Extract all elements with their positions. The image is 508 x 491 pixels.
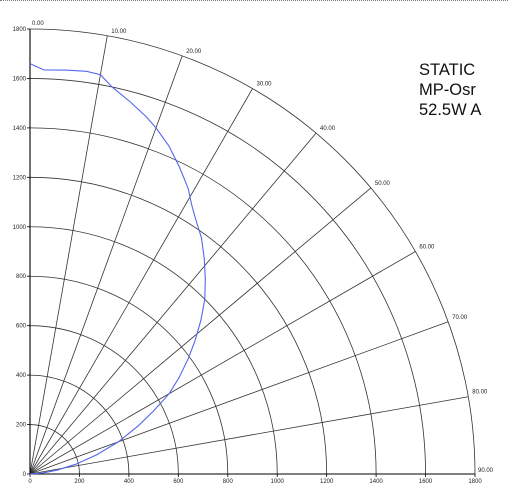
info-line-2: MP-Osr — [419, 81, 476, 99]
axis-lines — [29, 29, 475, 475]
bottom-tick-label-200: 200 — [74, 479, 85, 485]
angle-label-40: 40.00 — [320, 126, 336, 132]
angular-grid-spokes — [29, 29, 475, 475]
left-tick-label-1200: 1200 — [13, 175, 27, 181]
bottom-tick-label-600: 600 — [173, 479, 184, 485]
grid-spoke-60 — [29, 251, 416, 475]
info-text-block: STATIC MP-Osr 52.5W A — [419, 60, 508, 120]
grid-arc-1800 — [29, 28, 476, 475]
dotted-top-border — [0, 0, 508, 1]
bottom-tick-label-0: 0 — [28, 479, 32, 485]
bottom-tick-label-400: 400 — [124, 479, 135, 485]
grid-spoke-30 — [29, 88, 253, 475]
info-line-1: STATIC — [419, 61, 476, 79]
angle-label-0: 0.00 — [32, 21, 44, 27]
grid-arc-600 — [29, 325, 179, 475]
grid-spoke-70 — [29, 321, 449, 475]
left-tick-label-200: 200 — [16, 423, 27, 429]
angle-label-70: 70.00 — [452, 315, 468, 321]
left-tick-label-1400: 1400 — [13, 126, 27, 132]
grid-spoke-40 — [29, 132, 317, 475]
grid-arc-800 — [29, 275, 229, 475]
angle-label-90: 90.00 — [478, 468, 494, 474]
left-tick-label-1800: 1800 — [13, 27, 27, 33]
grid-arc-1200 — [29, 176, 328, 475]
series-layer — [29, 63, 206, 475]
angle-label-50: 50.00 — [375, 181, 391, 187]
left-radial-tick-labels: 0 200 400 600 800 1000 1200 1400 1600 1800 — [13, 27, 30, 478]
grid-spoke-10 — [29, 35, 108, 475]
bottom-tick-label-1400: 1400 — [369, 479, 383, 485]
bottom-tick-label-1200: 1200 — [320, 479, 334, 485]
left-tick-label-800: 800 — [16, 274, 27, 280]
grid-arc-1400 — [29, 127, 377, 475]
bottom-radial-tick-labels: 0 200 400 600 800 1000 1200 1400 1600 1800 — [28, 474, 482, 485]
grid-arc-1600 — [29, 78, 426, 475]
series-line-0 — [29, 63, 206, 475]
angle-label-80: 80.00 — [472, 390, 488, 396]
bottom-tick-label-1600: 1600 — [419, 479, 433, 485]
angle-label-10: 10.00 — [111, 29, 127, 35]
left-tick-label-1000: 1000 — [13, 225, 27, 231]
bottom-tick-label-1800: 1800 — [468, 479, 482, 485]
grid-arc-200 — [29, 424, 80, 475]
left-tick-label-1600: 1600 — [13, 76, 27, 82]
grid-spoke-50 — [29, 187, 372, 475]
bottom-tick-label-1000: 1000 — [271, 479, 285, 485]
info-line-3: 52.5W A — [419, 101, 482, 119]
grid-spoke-20 — [29, 55, 183, 475]
angle-label-30: 30.00 — [257, 82, 273, 88]
bottom-tick-label-800: 800 — [223, 479, 234, 485]
angle-label-60: 60.00 — [419, 245, 435, 251]
left-tick-label-600: 600 — [16, 324, 27, 330]
angle-labels: 0.00 10.00 20.00 30.00 40.00 50.00 60.00 70.00 8… — [32, 21, 494, 474]
grid-spoke-80 — [29, 396, 469, 475]
grid-arc-400 — [29, 374, 130, 475]
left-tick-label-400: 400 — [16, 373, 27, 379]
left-tick-label-0: 0 — [23, 472, 27, 478]
angle-label-20: 20.00 — [186, 49, 202, 55]
